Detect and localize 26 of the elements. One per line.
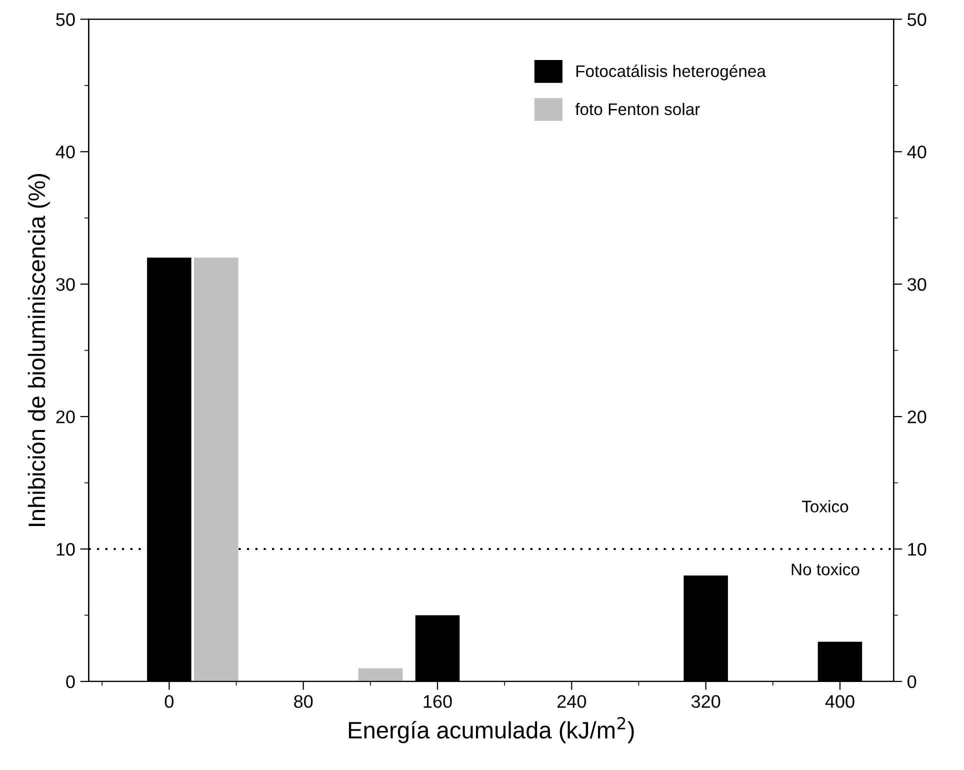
annotation: Toxico [802,500,848,512]
y-tick-label: 40 [56,146,75,158]
x-tick-label: 400 [825,695,854,708]
y-tick-label: 20 [56,410,75,424]
y2-tick-label: 30 [908,278,926,291]
legend-label: foto Fenton solar [575,102,700,116]
bar [358,668,403,682]
y2-tick-label: 20 [908,410,926,424]
x-tick-label: 0 [164,695,174,708]
legend-label: Fotocatálisis heterogénea [576,64,766,80]
y-tick-label: 0 [66,675,75,688]
x-tick-label: 320 [691,695,720,708]
x-tick-label: 80 [294,695,313,708]
y2-tick-label: 40 [907,146,926,158]
x-tick-label: 240 [558,695,586,708]
y-tick-label: 10 [56,542,75,556]
bar [194,258,238,682]
y2-tick-label: 50 [908,13,926,26]
y-axis-title: Inhibición de bioluminiscencia (%) [28,174,50,526]
y-tick-label: 30 [56,278,75,291]
x-tick-label: 160 [424,695,452,708]
x-axis-title: Energía acumulada (kJ/m$^{2}$) [348,717,634,744]
y2-tick-label: 0 [908,675,916,688]
y-tick-label: 50 [56,13,75,26]
y2-tick-label: 10 [908,542,926,556]
annotation: No toxico [792,563,860,576]
